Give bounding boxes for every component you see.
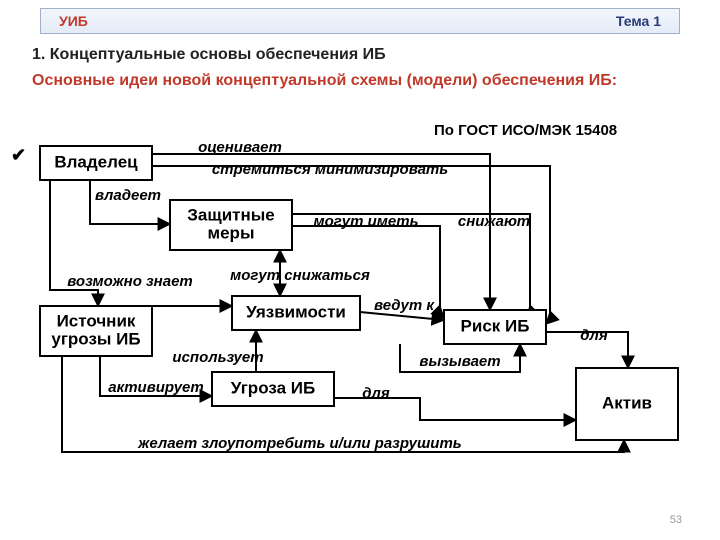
edge-label-10: для bbox=[362, 385, 390, 402]
node-label-threat: Угроза ИБ bbox=[231, 378, 315, 397]
edge-label-11: вызывает bbox=[419, 353, 500, 370]
edge-label-2: владеет bbox=[95, 187, 161, 204]
node-label-source: угрозы ИБ bbox=[51, 329, 140, 348]
subtitle: Основные идеи новой концептуальной схемы… bbox=[32, 70, 692, 92]
edge-label-1: стремиться минимизировать bbox=[212, 161, 448, 178]
edge-label-3: возможно знает bbox=[67, 273, 193, 290]
gost-label: По ГОСТ ИСО/МЭК 15408 bbox=[434, 122, 617, 139]
node-label-measures: меры bbox=[208, 223, 255, 242]
node-label-vuln: Уязвимости bbox=[246, 302, 346, 321]
node-label-source: Источник bbox=[57, 311, 136, 330]
edge-label-4: могут снижаться bbox=[230, 267, 370, 284]
node-label-asset: Актив bbox=[602, 393, 652, 412]
edge-label-8: использует bbox=[172, 349, 263, 366]
concept-diagram: Владелец Защитныемеры Уязвимости Источникуг… bbox=[20, 140, 700, 520]
edge-label-7: ведут к bbox=[374, 297, 435, 314]
edge-label-13: желает злоупотребить и/или разрушить bbox=[137, 435, 461, 452]
node-label-measures: Защитные bbox=[187, 205, 274, 224]
edge-label-5: могут иметь bbox=[314, 213, 419, 230]
header-bar: УИБ Тема 1 bbox=[40, 8, 680, 34]
node-label-owner: Владелец bbox=[54, 152, 138, 171]
edge-label-6: снижают bbox=[458, 213, 530, 230]
edge-label-0: оценивает bbox=[198, 140, 282, 156]
edge-label-12: для bbox=[580, 327, 608, 344]
edge-label-9: активирует bbox=[108, 379, 203, 396]
node-label-risk: Риск ИБ bbox=[461, 316, 530, 335]
section-title: 1. Концептуальные основы обеспечения ИБ bbox=[32, 46, 386, 64]
header-left: УИБ bbox=[59, 13, 88, 29]
header-right: Тема 1 bbox=[616, 13, 661, 29]
